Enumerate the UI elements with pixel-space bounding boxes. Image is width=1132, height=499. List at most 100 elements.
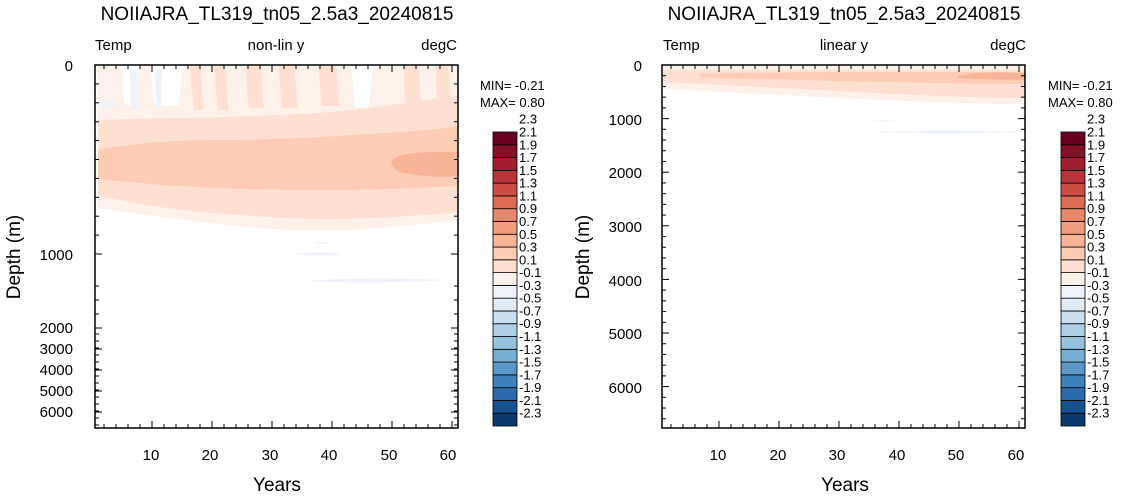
left-xtick-40: 40 bbox=[321, 447, 338, 464]
right-xtick-20: 20 bbox=[770, 447, 787, 464]
right-colorbar: -2.3-2.1-1.9-1.7-1.5-1.3-1.1-0.9-0.7-0.5… bbox=[1060, 112, 1109, 427]
right-colorbar-box bbox=[1060, 233, 1086, 248]
right-colorbar-label: 0.5 bbox=[1087, 227, 1105, 242]
left-xtick-60: 60 bbox=[440, 447, 457, 464]
right-xtick-10: 10 bbox=[710, 447, 727, 464]
right-ytick-3000: 3000 bbox=[609, 219, 642, 236]
right-xtick-50: 50 bbox=[948, 447, 965, 464]
right-ytick-0: 0 bbox=[634, 58, 642, 75]
right-colorbar-box bbox=[1060, 208, 1086, 222]
right-x-axis-label: Years bbox=[821, 475, 869, 496]
right-colorbar-label: -1.1 bbox=[1087, 329, 1109, 344]
left-colorbar-box bbox=[492, 400, 518, 414]
left-x-axis-label: Years bbox=[253, 475, 301, 496]
left-y-axis-label: Depth (m) bbox=[4, 215, 25, 299]
right-colorbar-box bbox=[1060, 400, 1086, 414]
left-colorbar-box bbox=[492, 169, 518, 184]
left-y-ticks bbox=[95, 64, 458, 426]
left-colorbar-box bbox=[492, 246, 518, 261]
right-subtitle-scale: linear y bbox=[820, 37, 869, 54]
left-contour-neg0p1-b bbox=[130, 70, 162, 110]
left-colorbar-label: 0.7 bbox=[519, 214, 537, 229]
left-xtick-20: 20 bbox=[202, 447, 219, 464]
left-subtitle-scale: non-lin y bbox=[248, 37, 305, 54]
right-colorbar-box bbox=[1060, 348, 1086, 363]
right-colorbar-label: -1.3 bbox=[1087, 342, 1109, 357]
left-title: NOIIAJRA_TL319_tn05_2.5a3_20240815 bbox=[101, 4, 454, 25]
right-colorbar-box bbox=[1060, 195, 1086, 210]
left-colorbar-label: -0.7 bbox=[519, 303, 541, 318]
right-xtick-60: 60 bbox=[1008, 447, 1025, 464]
right-panel: NOIIAJRA_TL319_tn05_2.5a3_20240815 Temp … bbox=[573, 4, 1113, 496]
left-colorbar-label: -0.5 bbox=[519, 291, 541, 306]
right-y-ticks bbox=[662, 64, 1025, 420]
right-colorbar-label: 2.3 bbox=[1087, 112, 1105, 127]
left-colorbar-box bbox=[492, 157, 518, 171]
right-colorbar-label: -1.9 bbox=[1087, 380, 1109, 395]
right-contour-neg0p1-a bbox=[870, 120, 896, 122]
right-xtick-30: 30 bbox=[829, 447, 846, 464]
left-colorbar-box bbox=[492, 361, 518, 376]
left-contour-neg0p1-a bbox=[98, 100, 120, 108]
right-colorbar-box bbox=[1060, 221, 1086, 235]
left-contour-0p7 bbox=[391, 152, 458, 177]
left-min-label: MIN= -0.21 bbox=[480, 78, 545, 93]
left-colorbar-label: -2.3 bbox=[519, 406, 541, 421]
right-colorbar-box bbox=[1060, 387, 1086, 401]
left-colorbar-label: 0.3 bbox=[519, 240, 537, 255]
right-colorbar-label: 2.1 bbox=[1087, 125, 1105, 140]
right-colorbar-box bbox=[1060, 157, 1086, 171]
left-colorbar-label: 0.1 bbox=[519, 252, 537, 267]
left-colorbar-label: 1.3 bbox=[519, 176, 537, 191]
right-contour-0p5 bbox=[700, 72, 1025, 84]
right-colorbar-box bbox=[1060, 361, 1086, 376]
left-colorbar-box bbox=[492, 233, 518, 248]
right-colorbar-box bbox=[1060, 284, 1086, 299]
left-colorbar-label: -1.5 bbox=[519, 355, 541, 370]
left-contour-neg0p1-e bbox=[314, 242, 332, 244]
right-colorbar-label: -0.7 bbox=[1087, 303, 1109, 318]
right-colorbar-box bbox=[1060, 259, 1086, 274]
right-ytick-5000: 5000 bbox=[609, 326, 642, 343]
left-contour-0p5 bbox=[98, 126, 458, 190]
right-colorbar-label: 0.1 bbox=[1087, 252, 1105, 267]
left-plot-frame bbox=[94, 64, 459, 429]
right-xtick-40: 40 bbox=[889, 447, 906, 464]
left-x-ticks bbox=[103, 65, 453, 428]
right-ytick-4000: 4000 bbox=[609, 273, 642, 290]
left-colorbar-box bbox=[492, 348, 518, 363]
right-x-ticks bbox=[670, 65, 1020, 428]
left-colorbar-label: -0.1 bbox=[519, 265, 541, 280]
right-colorbar-box bbox=[1060, 310, 1086, 325]
left-subtitle-units: degC bbox=[421, 37, 457, 54]
left-colorbar-box bbox=[492, 284, 518, 299]
left-colorbar-label: 2.3 bbox=[519, 112, 537, 127]
right-colorbar-label: 1.1 bbox=[1087, 188, 1105, 203]
left-colorbar-box bbox=[492, 336, 518, 350]
left-colorbar-label: 1.5 bbox=[519, 163, 537, 178]
right-min-label: MIN= -0.21 bbox=[1048, 78, 1113, 93]
left-colorbar-box bbox=[492, 259, 518, 274]
left-xtick-50: 50 bbox=[381, 447, 398, 464]
left-ytick-4000: 4000 bbox=[40, 362, 73, 379]
right-plot-area bbox=[662, 65, 1025, 428]
left-colorbar-label: -2.1 bbox=[519, 393, 541, 408]
right-colorbar-box bbox=[1060, 246, 1086, 261]
right-colorbar-box bbox=[1060, 169, 1086, 184]
right-colorbar-box bbox=[1060, 144, 1086, 158]
left-xtick-30: 30 bbox=[262, 447, 279, 464]
right-ytick-6000: 6000 bbox=[609, 380, 642, 397]
left-xtick-10: 10 bbox=[143, 447, 160, 464]
left-panel: NOIIAJRA_TL319_tn05_2.5a3_20240815 Temp … bbox=[4, 4, 545, 496]
right-contour-neg0p1-b bbox=[872, 130, 1022, 134]
left-contour-neg0p1-c bbox=[294, 252, 342, 256]
right-colorbar-box bbox=[1060, 323, 1086, 337]
right-colorbar-label: 0.9 bbox=[1087, 201, 1105, 216]
right-ytick-2000: 2000 bbox=[609, 165, 642, 182]
right-colorbar-label: -1.7 bbox=[1087, 367, 1109, 382]
right-colorbar-box bbox=[1060, 412, 1086, 427]
left-colorbar-box bbox=[492, 297, 518, 312]
right-colorbar-label: -0.1 bbox=[1087, 265, 1109, 280]
right-colorbar-label: -0.3 bbox=[1087, 278, 1109, 293]
left-subtitle-variable: Temp bbox=[95, 37, 132, 54]
